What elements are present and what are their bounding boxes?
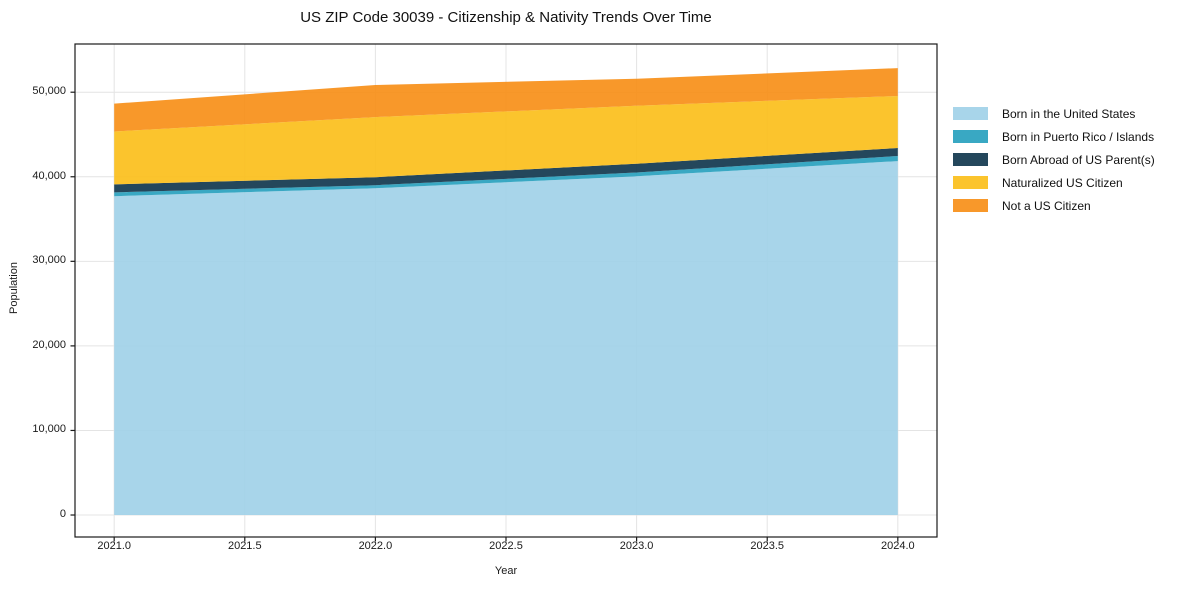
legend-swatch-born-in-us (953, 107, 988, 120)
legend-label: Not a US Citizen (1002, 198, 1091, 213)
legend-label: Naturalized US Citizen (1002, 175, 1123, 190)
y-tick-label: 10,000 (32, 423, 66, 436)
area-born-abroad-of-us-parent-s (114, 148, 898, 193)
x-tick-label: 2023.5 (750, 540, 785, 552)
legend-swatch-not-citizen (953, 199, 988, 212)
area-not-a-us-citizen (114, 68, 898, 132)
legend-swatch-naturalized (953, 176, 988, 189)
y-tick-label: 20,000 (32, 338, 66, 351)
x-tick-label: 2021.5 (227, 540, 262, 552)
legend: Born in the United States Born in Puerto… (953, 102, 1155, 217)
x-tick-label: 2024.0 (880, 540, 915, 552)
x-tick-label: 2022.5 (489, 540, 523, 552)
legend-item: Born Abroad of US Parent(s) (953, 148, 1155, 171)
x-axis-label: Year (494, 565, 518, 577)
area-born-in-the-united-states (114, 161, 898, 515)
legend-item: Born in the United States (953, 102, 1155, 125)
legend-label: Born in the United States (1002, 106, 1136, 121)
y-tick-label: 40,000 (32, 169, 66, 182)
legend-item: Naturalized US Citizen (953, 171, 1155, 194)
y-tick-label: 0 (59, 508, 66, 520)
x-tick-label: 2023.0 (619, 540, 654, 552)
y-tick-label: 50,000 (32, 85, 66, 98)
y-tick-label: 30,000 (32, 254, 66, 267)
area-born-in-puerto-rico-islands (114, 156, 898, 197)
legend-swatch-born-abroad (953, 153, 988, 166)
x-tick-label: 2022.0 (358, 540, 393, 552)
legend-item: Not a US Citizen (953, 194, 1155, 217)
x-tick-label: 2021.0 (97, 540, 131, 552)
chart-title: US ZIP Code 30039 - Citizenship & Nativi… (300, 9, 712, 26)
legend-item: Born in Puerto Rico / Islands (953, 125, 1155, 148)
legend-label: Born Abroad of US Parent(s) (1002, 152, 1155, 167)
legend-label: Born in Puerto Rico / Islands (1002, 129, 1155, 144)
legend-swatch-born-puerto-rico (953, 130, 988, 143)
area-naturalized-us-citizen (114, 96, 898, 185)
